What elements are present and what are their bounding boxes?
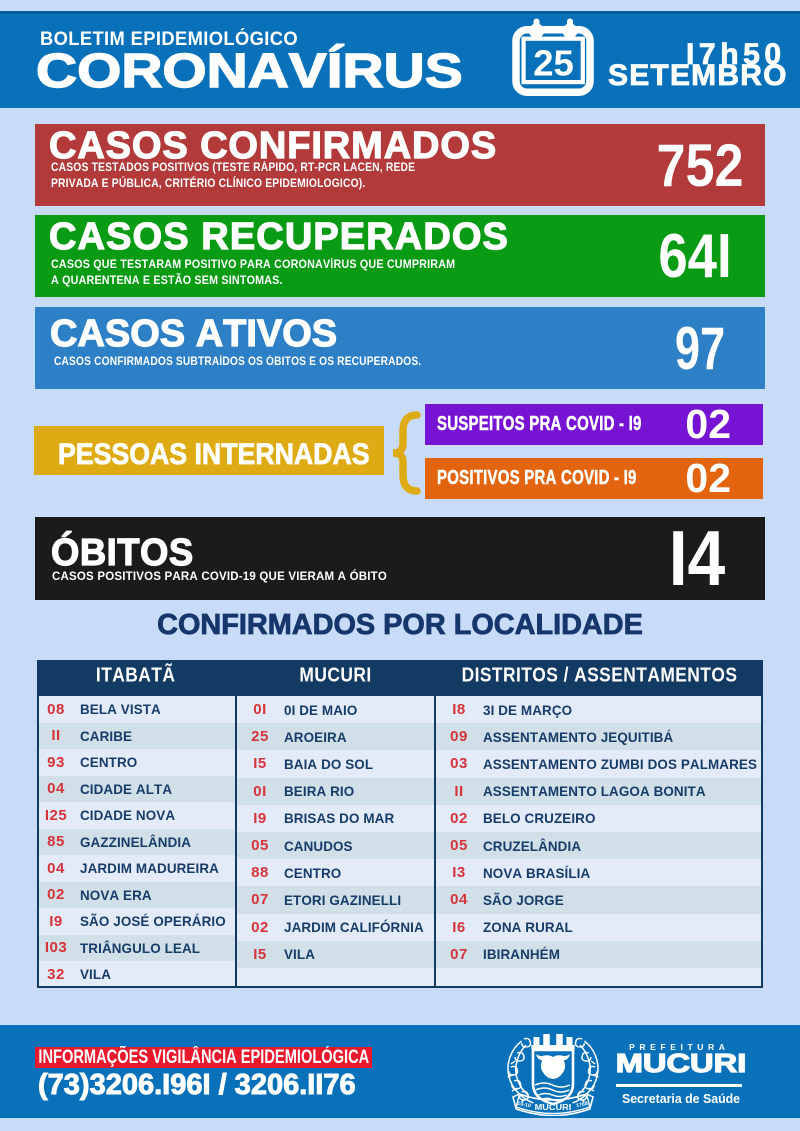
svg-text:MUCURI: MUCURI — [535, 1102, 572, 1112]
svg-text:1768: 1768 — [575, 1101, 588, 1109]
svg-text:10-10: 10-10 — [517, 1101, 532, 1109]
svg-text:25: 25 — [533, 43, 574, 84]
